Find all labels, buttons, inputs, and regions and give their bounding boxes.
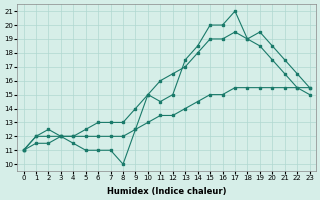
- X-axis label: Humidex (Indice chaleur): Humidex (Indice chaleur): [107, 187, 226, 196]
